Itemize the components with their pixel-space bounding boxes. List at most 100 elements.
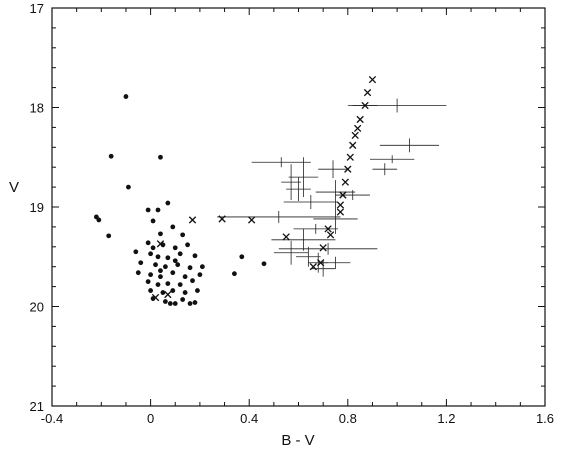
dot-point bbox=[155, 282, 161, 288]
dot-point bbox=[150, 296, 156, 301]
dot-point bbox=[232, 271, 237, 277]
cross-stroke bbox=[324, 225, 332, 233]
x-tick-label: 1.6 bbox=[536, 411, 554, 426]
dot-point bbox=[96, 217, 102, 223]
y-axis-label: V bbox=[9, 179, 19, 196]
dot-series bbox=[93, 94, 267, 306]
cross-stroke bbox=[309, 263, 317, 271]
dot-point bbox=[187, 301, 193, 306]
dot-point bbox=[199, 264, 205, 270]
cross-series bbox=[151, 75, 377, 302]
dot-point bbox=[123, 94, 129, 99]
dot-point bbox=[106, 233, 112, 239]
dot-point bbox=[158, 154, 163, 160]
cross-point bbox=[336, 208, 345, 216]
y-tick-label: 18 bbox=[30, 101, 44, 116]
cross-stroke bbox=[188, 216, 197, 224]
cross-point bbox=[188, 216, 197, 224]
y-tick-label: 20 bbox=[30, 300, 44, 315]
dot-point bbox=[187, 265, 193, 271]
dot-point bbox=[197, 272, 203, 278]
cross-point bbox=[354, 124, 362, 133]
y-tick-label: 21 bbox=[30, 399, 44, 414]
dot-point bbox=[158, 268, 163, 274]
dot-point bbox=[158, 231, 163, 237]
cross-stroke bbox=[341, 178, 349, 186]
dot-point bbox=[172, 301, 178, 306]
cross-point bbox=[346, 153, 354, 161]
cross-point bbox=[319, 244, 327, 252]
dot-point bbox=[180, 297, 186, 302]
cross-point bbox=[336, 201, 345, 209]
cross-point bbox=[356, 115, 364, 124]
cross-stroke bbox=[319, 244, 327, 252]
dot-point bbox=[165, 281, 171, 287]
cross-stroke bbox=[336, 208, 345, 216]
x-tick-label: 0 bbox=[147, 411, 154, 426]
cross-stroke bbox=[361, 101, 369, 110]
dot-point bbox=[148, 288, 154, 293]
cross-stroke bbox=[317, 259, 325, 267]
dot-point bbox=[108, 153, 114, 159]
dot-point bbox=[153, 262, 158, 268]
cross-stroke bbox=[248, 216, 256, 224]
dot-point bbox=[167, 301, 173, 306]
dot-point bbox=[170, 270, 176, 276]
cross-stroke bbox=[339, 191, 347, 199]
cross-stroke bbox=[349, 141, 357, 149]
dot-point bbox=[172, 245, 178, 251]
dot-point bbox=[160, 242, 166, 248]
dot-point bbox=[170, 288, 176, 293]
cross-stroke bbox=[151, 293, 160, 302]
cross-stroke bbox=[218, 215, 226, 223]
dot-point bbox=[148, 251, 154, 257]
cross-stroke bbox=[156, 240, 165, 248]
cross-stroke bbox=[344, 165, 352, 173]
cross-point bbox=[317, 259, 325, 267]
dot-point bbox=[180, 232, 186, 238]
cross-stroke bbox=[368, 75, 377, 84]
cross-point bbox=[309, 263, 317, 271]
cross-point bbox=[341, 178, 349, 186]
x-tick-labels: -0.4 0 0.4 0.8 1.2 1.6 bbox=[41, 411, 554, 426]
dot-point bbox=[170, 224, 176, 230]
cross-stroke bbox=[363, 88, 372, 97]
axis-ticks bbox=[51, 7, 546, 407]
dot-point bbox=[150, 218, 156, 224]
dot-point bbox=[162, 299, 168, 304]
cross-stroke bbox=[346, 153, 354, 161]
x-axis-label: B - V bbox=[281, 432, 314, 449]
dot-point bbox=[175, 262, 181, 268]
cross-point bbox=[344, 165, 352, 173]
error-bars bbox=[217, 98, 447, 277]
x-tick-label: 1.2 bbox=[437, 411, 455, 426]
plot-frame bbox=[51, 7, 546, 407]
x-tick-label: -0.4 bbox=[41, 411, 63, 426]
dot-point bbox=[190, 278, 195, 284]
cross-point bbox=[156, 240, 165, 248]
cross-stroke bbox=[356, 115, 364, 124]
cross-stroke bbox=[354, 124, 362, 133]
dot-point bbox=[195, 288, 200, 293]
cross-point bbox=[324, 225, 332, 233]
dot-point bbox=[185, 242, 190, 248]
cross-point bbox=[151, 293, 160, 302]
cross-point bbox=[248, 216, 256, 224]
dot-point bbox=[145, 279, 151, 285]
cross-stroke bbox=[326, 231, 335, 239]
dot-point bbox=[133, 249, 139, 255]
dot-point bbox=[158, 274, 163, 280]
cross-stroke bbox=[282, 233, 290, 241]
cross-point bbox=[349, 141, 357, 149]
dot-point bbox=[145, 207, 151, 213]
dot-point bbox=[192, 253, 198, 259]
dot-point bbox=[182, 274, 188, 280]
y-tick-labels: 17 18 19 20 21 bbox=[30, 1, 44, 414]
dot-point bbox=[162, 264, 168, 270]
dot-point bbox=[150, 245, 156, 251]
dot-point bbox=[138, 260, 144, 266]
dot-point bbox=[145, 240, 151, 246]
cross-point bbox=[326, 231, 335, 239]
dot-point bbox=[239, 254, 245, 260]
